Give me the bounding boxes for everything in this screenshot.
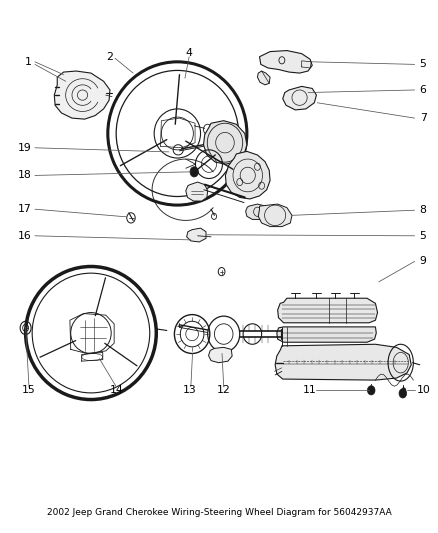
Text: 2002 Jeep Grand Cherokee Wiring-Steering Wheel Diagram for 56042937AA: 2002 Jeep Grand Cherokee Wiring-Steering… [47,508,391,517]
Text: 2: 2 [106,52,113,62]
Circle shape [398,389,406,398]
Polygon shape [185,182,207,201]
Text: 16: 16 [18,231,32,241]
Text: 11: 11 [303,385,316,395]
Polygon shape [277,298,377,323]
Polygon shape [259,51,311,73]
Text: 5: 5 [419,231,426,241]
Text: 8: 8 [419,205,426,215]
Polygon shape [245,204,268,220]
Text: 7: 7 [419,113,426,123]
Text: 19: 19 [18,143,32,153]
Text: 13: 13 [182,385,196,395]
Text: 6: 6 [419,85,426,95]
Polygon shape [276,327,375,342]
Circle shape [401,388,405,393]
Polygon shape [54,71,110,119]
Polygon shape [203,120,246,164]
Text: 17: 17 [18,204,32,214]
Circle shape [369,388,373,393]
Text: 12: 12 [216,385,230,395]
Text: 4: 4 [185,47,192,58]
Text: 10: 10 [416,385,430,395]
Text: 14: 14 [109,385,123,395]
Text: 9: 9 [419,256,426,266]
Polygon shape [186,228,205,242]
Polygon shape [282,86,316,110]
Polygon shape [258,204,291,227]
Text: 5: 5 [419,59,426,69]
Circle shape [190,167,198,177]
Polygon shape [275,344,410,380]
Text: 1: 1 [25,57,32,67]
Text: 15: 15 [22,385,36,395]
Polygon shape [257,71,269,85]
Circle shape [367,386,374,395]
Polygon shape [225,151,269,199]
Polygon shape [208,348,232,362]
Text: 18: 18 [18,171,32,181]
